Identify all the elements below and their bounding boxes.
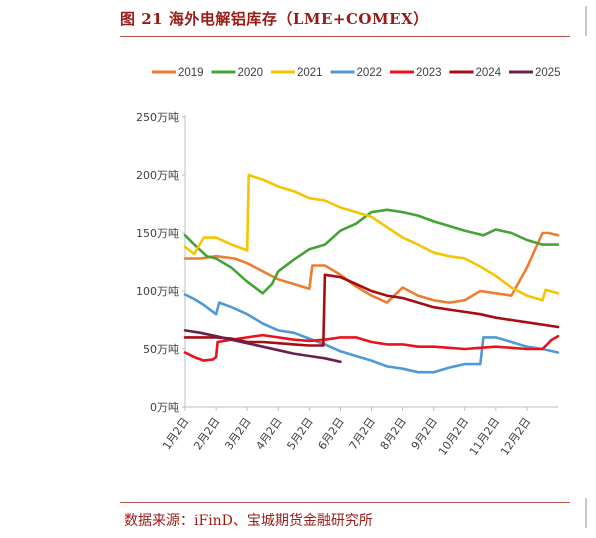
series-line-2025 bbox=[183, 329, 342, 364]
series-line-2019 bbox=[183, 231, 560, 304]
series-line-2021 bbox=[183, 173, 560, 302]
legend-label-2019: 2019 bbox=[178, 67, 204, 79]
x-tick-label: 8月2日 bbox=[378, 415, 409, 452]
series-line-2020 bbox=[183, 208, 560, 295]
y-tick-label: 250万吨 bbox=[136, 111, 179, 124]
legend-label-2022: 2022 bbox=[357, 67, 383, 79]
x-tick-label: 9月2日 bbox=[409, 415, 440, 452]
x-tick-label: 6月2日 bbox=[316, 415, 347, 452]
x-tick-label: 3月2日 bbox=[222, 415, 253, 452]
y-tick-label: 0万吨 bbox=[150, 401, 179, 414]
y-tick-label: 50万吨 bbox=[143, 343, 179, 356]
x-tick-label: 1月2日 bbox=[160, 415, 191, 452]
x-tick-label: 7月2日 bbox=[347, 415, 378, 452]
series-line-2023 bbox=[183, 333, 560, 362]
y-tick-label: 200万吨 bbox=[136, 169, 179, 182]
source-divider bbox=[120, 502, 570, 503]
legend-label-2025: 2025 bbox=[535, 67, 561, 79]
series-line-2022 bbox=[183, 293, 560, 374]
data-source-note: 数据来源：iFinD、宝城期货金融研究所 bbox=[124, 513, 373, 529]
series-line-2024 bbox=[183, 273, 560, 347]
y-tick-label: 100万吨 bbox=[136, 285, 179, 298]
chart-title: 图 21 海外电解铝库存（LME+COMEX） bbox=[120, 10, 429, 28]
edge-marker-bottom bbox=[585, 498, 596, 528]
legend-label-2020: 2020 bbox=[238, 67, 264, 79]
edge-marker-top bbox=[585, 6, 596, 36]
legend-label-2023: 2023 bbox=[416, 67, 442, 79]
x-tick-label: 5月2日 bbox=[284, 415, 315, 452]
x-tick-label: 11月2日 bbox=[467, 415, 502, 458]
title-divider bbox=[120, 36, 570, 37]
legend-label-2021: 2021 bbox=[297, 67, 323, 79]
y-tick-label: 150万吨 bbox=[136, 227, 179, 240]
x-tick-label: 2月2日 bbox=[191, 415, 222, 452]
x-tick-label: 4月2日 bbox=[253, 415, 284, 452]
legend-label-2024: 2024 bbox=[476, 67, 502, 79]
x-tick-label: 12月2日 bbox=[498, 415, 533, 458]
x-tick-label: 10月2日 bbox=[436, 415, 471, 458]
